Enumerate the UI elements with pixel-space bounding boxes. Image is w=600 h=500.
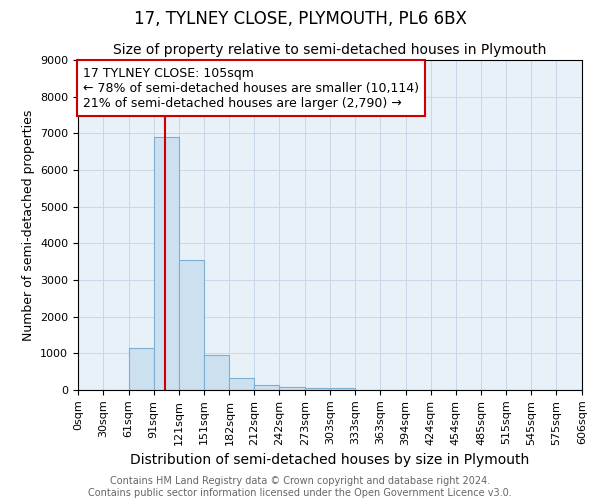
Bar <box>229 378 254 390</box>
Bar <box>179 260 203 390</box>
Text: Contains HM Land Registry data © Crown copyright and database right 2024.
Contai: Contains HM Land Registry data © Crown c… <box>88 476 512 498</box>
X-axis label: Distribution of semi-detached houses by size in Plymouth: Distribution of semi-detached houses by … <box>130 453 530 467</box>
Title: Size of property relative to semi-detached houses in Plymouth: Size of property relative to semi-detach… <box>113 44 547 58</box>
Bar <box>129 348 154 390</box>
Bar <box>154 137 179 390</box>
Y-axis label: Number of semi-detached properties: Number of semi-detached properties <box>22 110 35 340</box>
Bar <box>279 386 305 390</box>
Bar <box>254 385 279 390</box>
Bar <box>330 388 355 390</box>
Bar <box>203 355 229 390</box>
Text: 17, TYLNEY CLOSE, PLYMOUTH, PL6 6BX: 17, TYLNEY CLOSE, PLYMOUTH, PL6 6BX <box>134 10 466 28</box>
Bar <box>305 388 330 390</box>
Text: 17 TYLNEY CLOSE: 105sqm
← 78% of semi-detached houses are smaller (10,114)
21% o: 17 TYLNEY CLOSE: 105sqm ← 78% of semi-de… <box>83 66 419 110</box>
